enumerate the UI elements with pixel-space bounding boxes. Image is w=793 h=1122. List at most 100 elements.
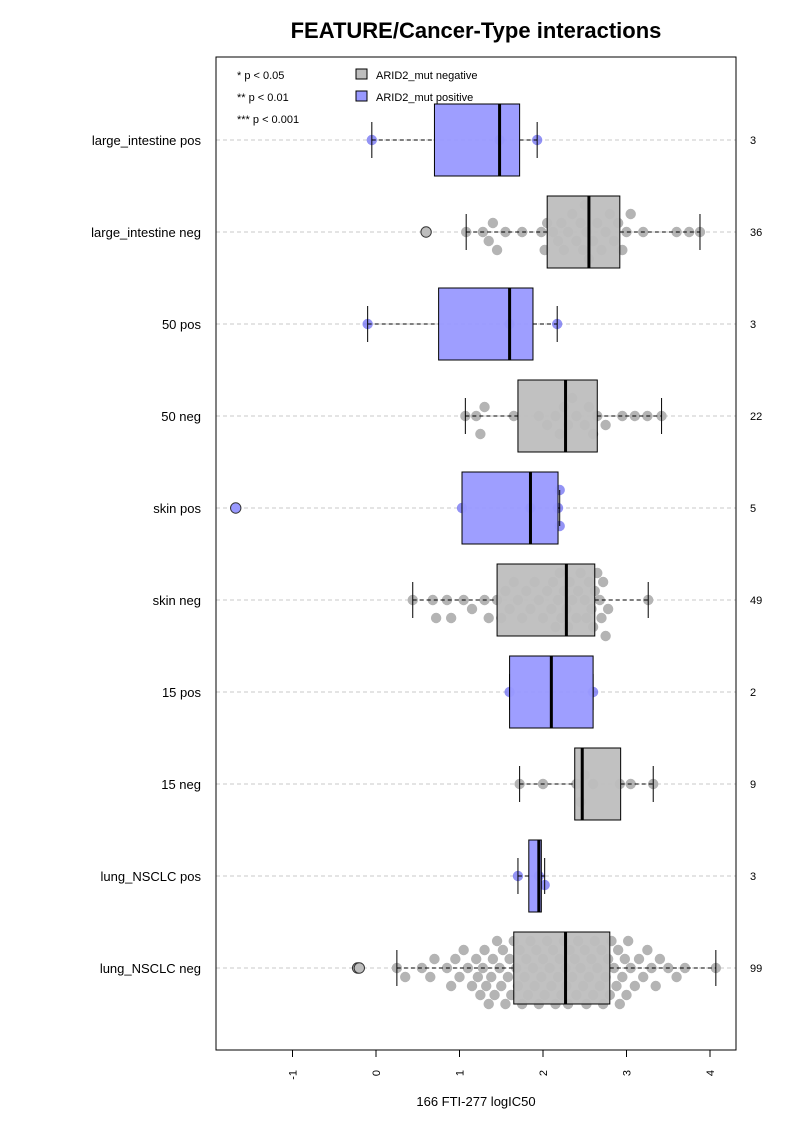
- data-point: [621, 226, 632, 238]
- data-point: [608, 962, 620, 974]
- data-point: [597, 576, 609, 588]
- box: [496, 563, 596, 637]
- data-point: [619, 953, 631, 965]
- row-count: 49: [750, 595, 762, 607]
- x-tick-label: 3: [622, 1070, 634, 1076]
- row-counts: 3 36 3 22 5 49 2 9 3 99: [750, 135, 762, 975]
- row-count: 36: [750, 227, 762, 239]
- row-count: 3: [750, 871, 756, 883]
- significance-note: *** p < 0.001: [237, 114, 299, 126]
- data-point: [500, 998, 511, 1010]
- data-point: [508, 410, 519, 422]
- data-point: [489, 989, 500, 1001]
- significance-note: ** p < 0.01: [237, 92, 289, 104]
- row-label: 50 pos: [162, 317, 202, 332]
- data-point: [475, 989, 486, 1001]
- data-point: [629, 980, 641, 992]
- plot-frame: [215, 56, 737, 1051]
- data-point: [638, 971, 649, 983]
- data-point: [594, 594, 605, 606]
- box: [438, 287, 534, 361]
- data-point: [502, 971, 514, 983]
- row-label: skin neg: [153, 593, 201, 608]
- data-point: [483, 235, 494, 247]
- data-point: [491, 935, 503, 947]
- data-point: [611, 980, 622, 992]
- data-point: [441, 594, 453, 606]
- data-point: [617, 971, 628, 983]
- data-point: [497, 944, 509, 956]
- data-point: [475, 428, 486, 440]
- data-point: [654, 953, 666, 965]
- row-count: 9: [750, 779, 756, 791]
- legend-entry: ARID2_mut positive: [376, 92, 473, 104]
- row-label: large_intestine neg: [91, 225, 201, 240]
- box: [513, 931, 611, 1005]
- row-count: 5: [750, 503, 756, 515]
- row-label: skin pos: [153, 501, 201, 516]
- data-point: [633, 953, 645, 965]
- legend: * p < 0.05 ** p < 0.01 *** p < 0.001 ARID2_…: [237, 68, 478, 126]
- data-point: [400, 971, 411, 983]
- row-label: 15 neg: [161, 777, 201, 792]
- box: [546, 195, 621, 269]
- data-point: [600, 630, 611, 642]
- row-label: lung_NSCLC pos: [101, 869, 202, 884]
- row-count: 99: [750, 963, 762, 975]
- data-point: [516, 226, 528, 238]
- x-axis-label: 166 FTI-277 logIC50: [416, 1094, 535, 1109]
- row-label: 50 neg: [161, 409, 201, 424]
- data-point: [625, 208, 636, 220]
- legend-entry: ARID2_mut negative: [376, 70, 478, 82]
- data-point: [425, 971, 436, 983]
- data-point: [614, 998, 626, 1010]
- data-point: [483, 612, 494, 624]
- outlier-point: [230, 502, 242, 514]
- box: [517, 379, 598, 453]
- data-point: [487, 217, 499, 229]
- x-tick-label: -1: [288, 1070, 300, 1080]
- data-point: [679, 962, 691, 974]
- row-label: large_intestine pos: [92, 133, 202, 148]
- data-point: [536, 226, 547, 238]
- data-point: [471, 953, 482, 965]
- row-label: lung_NSCLC neg: [100, 961, 201, 976]
- boxplots: [230, 103, 717, 1005]
- row-labels: large_intestine pos large_intestine neg 50…: [91, 133, 201, 976]
- data-point: [671, 971, 682, 983]
- outlier-point: [353, 962, 365, 974]
- x-tick-label: 1: [455, 1070, 467, 1076]
- data-point: [486, 971, 497, 983]
- data-point: [683, 226, 695, 238]
- box: [461, 471, 559, 545]
- data-point: [596, 612, 607, 624]
- chart-title: FEATURE/Cancer-Type interactions: [291, 18, 662, 43]
- data-point: [500, 226, 511, 238]
- data-point: [466, 603, 478, 615]
- data-point: [650, 980, 661, 992]
- data-point: [483, 998, 494, 1010]
- row-count: 3: [750, 319, 756, 331]
- data-point: [602, 603, 614, 615]
- data-point: [504, 953, 515, 965]
- data-point: [458, 944, 469, 956]
- data-point: [621, 989, 632, 1001]
- data-point: [642, 944, 653, 956]
- data-point: [612, 944, 624, 956]
- grid-lines: [216, 139, 736, 969]
- legend-swatch: [355, 68, 368, 80]
- significance-note: * p < 0.05: [237, 70, 284, 82]
- data-point: [481, 980, 492, 992]
- data-point: [479, 944, 490, 956]
- x-tick-label: 4: [705, 1070, 717, 1076]
- box: [433, 103, 521, 177]
- data-point: [622, 935, 634, 947]
- data-point: [445, 980, 457, 992]
- row-count: 2: [750, 687, 756, 699]
- x-tick-label: 0: [371, 1070, 383, 1076]
- x-axis: -1 0 1 2 3 4: [288, 1050, 717, 1080]
- data-point: [454, 971, 465, 983]
- data-point: [445, 612, 457, 624]
- data-point: [487, 953, 499, 965]
